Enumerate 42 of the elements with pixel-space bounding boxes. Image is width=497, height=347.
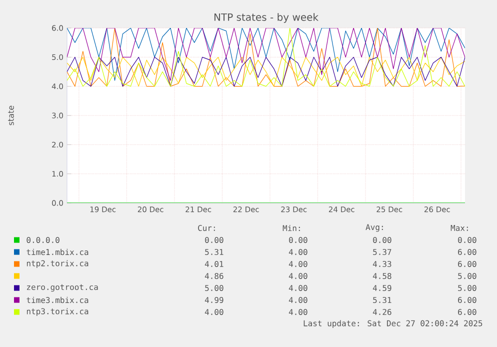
text: 4.26: [372, 308, 392, 316]
chart-title: NTP states - by week: [214, 13, 318, 23]
text: Cur:: [198, 224, 215, 232]
text: 4.33: [372, 260, 392, 268]
text: 5.31: [205, 248, 224, 256]
text: Last update: Sat Dec 27 02:00:24 2025: [304, 320, 482, 328]
text: 4.00: [204, 308, 224, 316]
legend-label: zero.gotroot.ca: [27, 284, 98, 292]
legend-label: time1.mbix.ca: [26, 248, 88, 256]
text: Avg:: [366, 224, 383, 232]
text: 0.00: [205, 236, 224, 244]
text: 5.00: [458, 272, 476, 280]
text: 4.01: [204, 260, 224, 268]
text: 4.00: [288, 248, 308, 256]
text: 0.00: [373, 236, 392, 244]
text: 4.86: [204, 272, 224, 280]
y-axis-title: state: [8, 106, 14, 126]
legend-label: 0.0.0.0: [26, 236, 60, 244]
legend-label: time3.mbix.ca: [26, 296, 88, 304]
text: 6.00: [458, 308, 476, 316]
text: 0.00: [458, 236, 476, 244]
text: 4.00: [288, 308, 308, 316]
text: 0.00: [289, 236, 308, 244]
text: 4.00: [288, 284, 308, 292]
text: 5.00: [458, 284, 476, 292]
text: 6.00: [458, 296, 476, 304]
text: 5.00: [205, 284, 224, 292]
text: 4.99: [204, 296, 224, 304]
text: 4.59: [372, 284, 392, 292]
text: 4.00: [288, 272, 308, 280]
text: 4.00: [288, 260, 308, 268]
line-series: [67, 56, 465, 87]
text: 6.00: [458, 248, 476, 256]
legend-label: ntp3.torix.ca: [26, 308, 88, 316]
text: 6.00: [458, 260, 476, 268]
text: Min:: [282, 224, 300, 232]
text: 5.31: [373, 296, 392, 304]
text: Max:: [450, 225, 468, 231]
text: 4.00: [288, 296, 308, 304]
text: 5.37: [373, 248, 392, 256]
legend-label: ntp2.torix.ca: [26, 260, 88, 268]
text: 4.58: [372, 272, 392, 280]
